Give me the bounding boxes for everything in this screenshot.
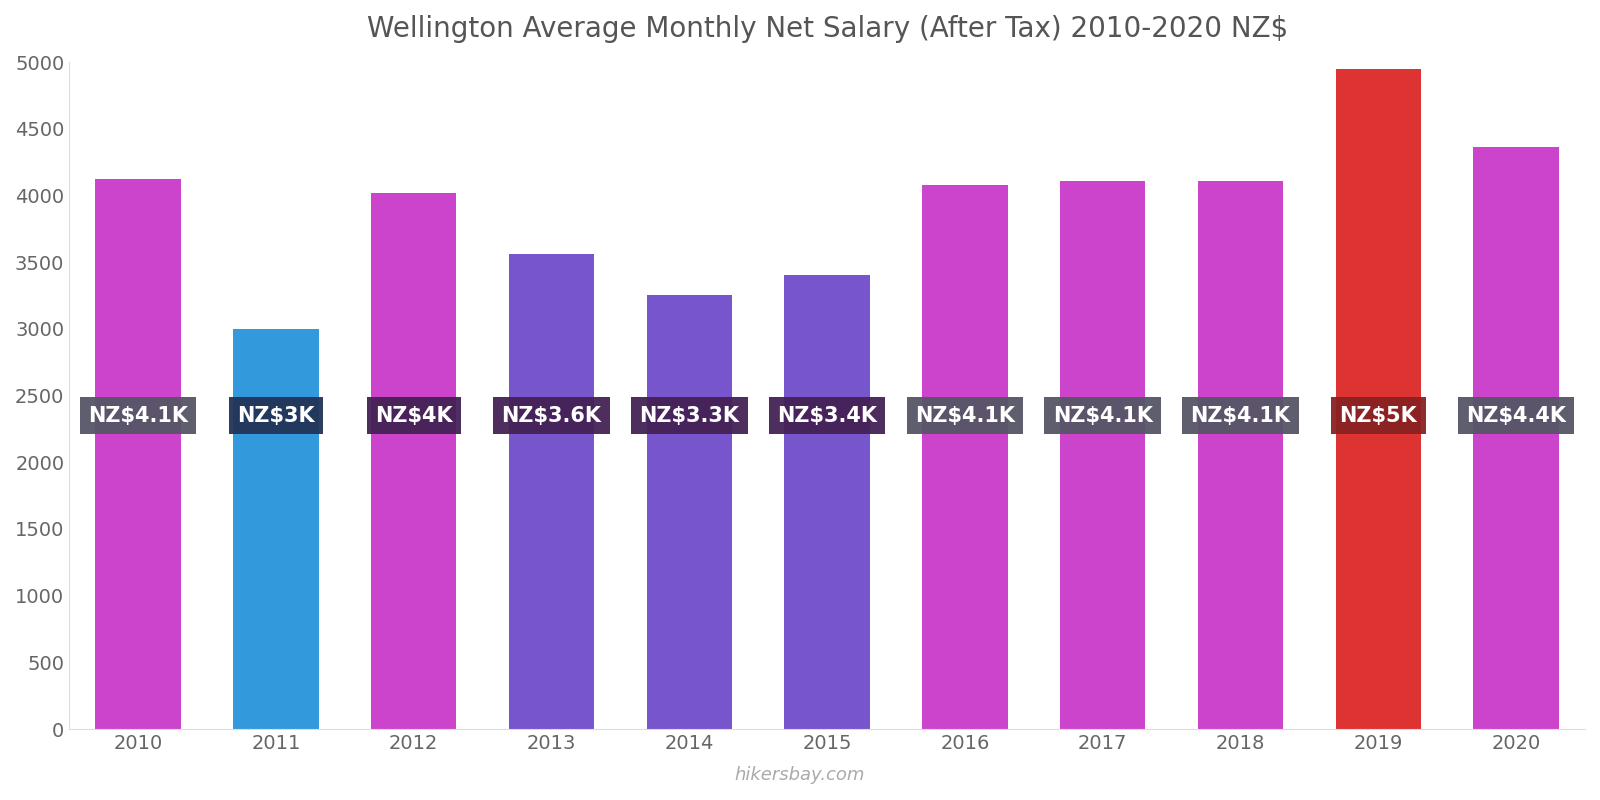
Text: NZ$3K: NZ$3K <box>237 406 315 426</box>
Bar <box>234 329 318 729</box>
Text: NZ$4.1K: NZ$4.1K <box>88 406 189 426</box>
Text: NZ$4.1K: NZ$4.1K <box>915 406 1014 426</box>
Text: NZ$4.4K: NZ$4.4K <box>1466 406 1566 426</box>
Bar <box>371 193 456 729</box>
Bar <box>646 295 733 729</box>
Text: NZ$4.1K: NZ$4.1K <box>1053 406 1152 426</box>
Bar <box>1336 69 1421 729</box>
Text: NZ$3.6K: NZ$3.6K <box>501 406 602 426</box>
Text: NZ$5K: NZ$5K <box>1339 406 1418 426</box>
Bar <box>509 254 594 729</box>
Bar <box>1059 181 1146 729</box>
Bar <box>784 275 870 729</box>
Bar <box>96 179 181 729</box>
Text: NZ$4K: NZ$4K <box>374 406 453 426</box>
Text: NZ$4.1K: NZ$4.1K <box>1190 406 1291 426</box>
Bar <box>922 185 1008 729</box>
Text: NZ$3.4K: NZ$3.4K <box>778 406 877 426</box>
Title: Wellington Average Monthly Net Salary (After Tax) 2010-2020 NZ$: Wellington Average Monthly Net Salary (A… <box>366 15 1288 43</box>
Bar <box>1198 181 1283 729</box>
Text: hikersbay.com: hikersbay.com <box>734 766 866 784</box>
Bar <box>1474 147 1558 729</box>
Text: NZ$3.3K: NZ$3.3K <box>640 406 739 426</box>
